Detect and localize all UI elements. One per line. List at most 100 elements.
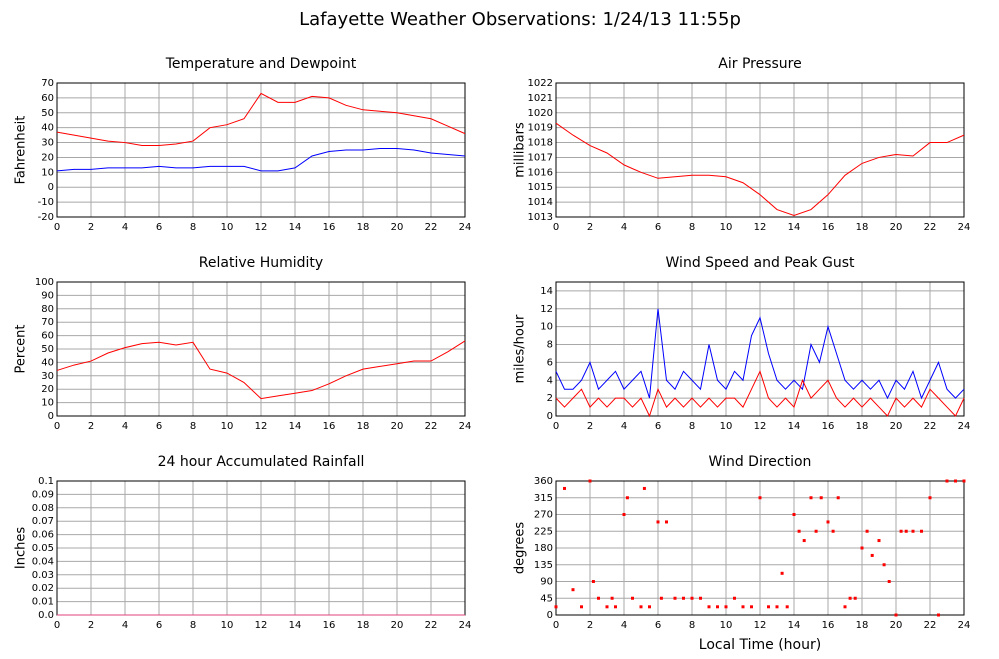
y-tick-label: 270	[534, 510, 553, 521]
data-point	[605, 605, 609, 609]
data-line	[56, 340, 466, 400]
data-point	[699, 596, 702, 600]
data-point	[836, 496, 840, 500]
x-tick-label: 22	[924, 421, 937, 432]
x-tick-label: 10	[221, 421, 234, 432]
y-tick-label: 0	[48, 182, 54, 193]
data-point	[610, 596, 614, 600]
x-tick-label: 24	[958, 222, 971, 233]
x-tick-label: 8	[689, 620, 695, 631]
x-tick-label: 0	[54, 620, 60, 631]
x-tick-label: 20	[391, 222, 404, 233]
chart-title: Temperature and Dewpoint	[165, 56, 357, 72]
y-tick-label: 0.03	[32, 570, 54, 581]
chart-title: Relative Humidity	[199, 255, 323, 271]
x-tick-label: 16	[822, 620, 835, 631]
y-tick-label: 1022	[528, 78, 553, 89]
x-tick-label: 20	[890, 421, 903, 432]
data-point	[724, 605, 728, 609]
x-tick-label: 22	[924, 620, 937, 631]
y-tick-label: 180	[534, 543, 553, 554]
data-point	[928, 496, 932, 500]
data-point	[945, 479, 949, 483]
x-tick-label: 8	[190, 620, 196, 631]
y-axis-label: millibars	[513, 122, 528, 178]
x-tick-label: 22	[425, 620, 438, 631]
y-tick-label: -20	[38, 212, 54, 223]
data-point	[767, 605, 770, 609]
x-tick-label: 14	[289, 620, 302, 631]
chart-title: Air Pressure	[718, 56, 801, 72]
data-point	[591, 580, 595, 583]
y-tick-label: 10	[540, 322, 553, 333]
page-title: Lafayette Weather Observations: 1/24/13 …	[299, 9, 741, 30]
x-tick-label: 0	[553, 421, 559, 432]
data-point	[639, 605, 643, 609]
data-point	[780, 571, 784, 575]
x-tick-label: 24	[459, 222, 472, 233]
data-point	[853, 596, 857, 600]
y-tick-label: 0.0	[38, 610, 54, 621]
data-point	[819, 496, 823, 500]
x-tick-label: 0	[54, 421, 60, 432]
data-point	[877, 539, 881, 543]
data-point	[860, 546, 864, 550]
y-tick-label: 0.02	[32, 583, 54, 594]
data-point	[625, 496, 629, 500]
x-tick-label: 12	[754, 421, 767, 432]
x-tick-label: 2	[587, 222, 593, 233]
data-point	[792, 513, 796, 516]
y-tick-label: 14	[540, 286, 553, 297]
data-point	[733, 596, 736, 600]
data-line	[56, 92, 466, 147]
chart-title: 24 hour Accumulated Rainfall	[158, 454, 365, 470]
y-tick-label: 0.07	[32, 516, 54, 527]
y-tick-label: 1017	[528, 152, 553, 163]
y-tick-label: 6	[547, 357, 553, 368]
data-point	[554, 605, 558, 609]
data-line	[555, 369, 965, 418]
y-axis-label: Inches	[14, 527, 29, 569]
y-tick-label: 0.09	[32, 489, 54, 500]
data-point	[802, 539, 806, 543]
x-tick-label: 6	[156, 421, 162, 432]
y-tick-label: 0.06	[32, 530, 54, 541]
x-tick-label: 12	[255, 222, 268, 233]
y-axis-label: miles/hour	[513, 314, 528, 383]
data-point	[571, 588, 575, 592]
plot-border	[56, 281, 466, 417]
y-tick-label: 0	[547, 610, 553, 621]
y-tick-label: 50	[41, 108, 54, 119]
data-point	[758, 496, 762, 500]
y-tick-label: 20	[41, 384, 54, 395]
data-point	[809, 496, 813, 500]
x-tick-label: 12	[754, 620, 767, 631]
y-tick-label: 4	[547, 375, 553, 386]
data-point	[614, 605, 617, 609]
y-tick-label: 90	[41, 290, 54, 301]
y-tick-label: 135	[534, 560, 553, 571]
x-tick-label: 6	[655, 222, 661, 233]
chart-title: Wind Speed and Peak Gust	[666, 255, 855, 271]
x-tick-label: 18	[856, 421, 869, 432]
plot-border	[56, 82, 466, 218]
y-tick-label: 60	[41, 93, 54, 104]
x-tick-label: 18	[856, 222, 869, 233]
data-point	[682, 596, 685, 600]
x-tick-label: 16	[323, 421, 336, 432]
data-point	[665, 520, 668, 524]
data-point	[588, 479, 592, 483]
x-tick-label: 18	[856, 620, 869, 631]
data-point	[659, 596, 663, 600]
x-tick-label: 10	[720, 421, 733, 432]
data-point	[814, 529, 818, 533]
data-point	[648, 605, 651, 609]
data-point	[580, 605, 583, 609]
chart-title: Wind Direction	[709, 454, 812, 470]
x-tick-label: 12	[255, 421, 268, 432]
x-tick-label: 18	[357, 620, 370, 631]
x-tick-label: 2	[587, 620, 593, 631]
x-tick-label: 20	[391, 620, 404, 631]
x-tick-label: 24	[459, 620, 472, 631]
